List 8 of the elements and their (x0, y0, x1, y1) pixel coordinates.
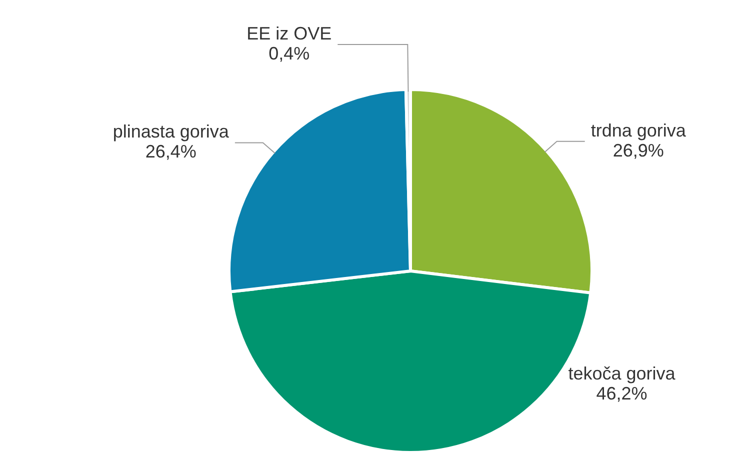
data-label: 46,2% (596, 383, 648, 404)
data-label: 26,4% (145, 142, 196, 162)
slice-label: plinasta goriva (112, 122, 230, 142)
data-label: 0,4% (268, 43, 310, 64)
slice-label: trdna goriva (590, 120, 687, 140)
slice-label: EE iz OVE (246, 23, 332, 44)
data-label: 26,9% (612, 140, 664, 160)
slice-label: tekoča goriva (568, 363, 676, 384)
